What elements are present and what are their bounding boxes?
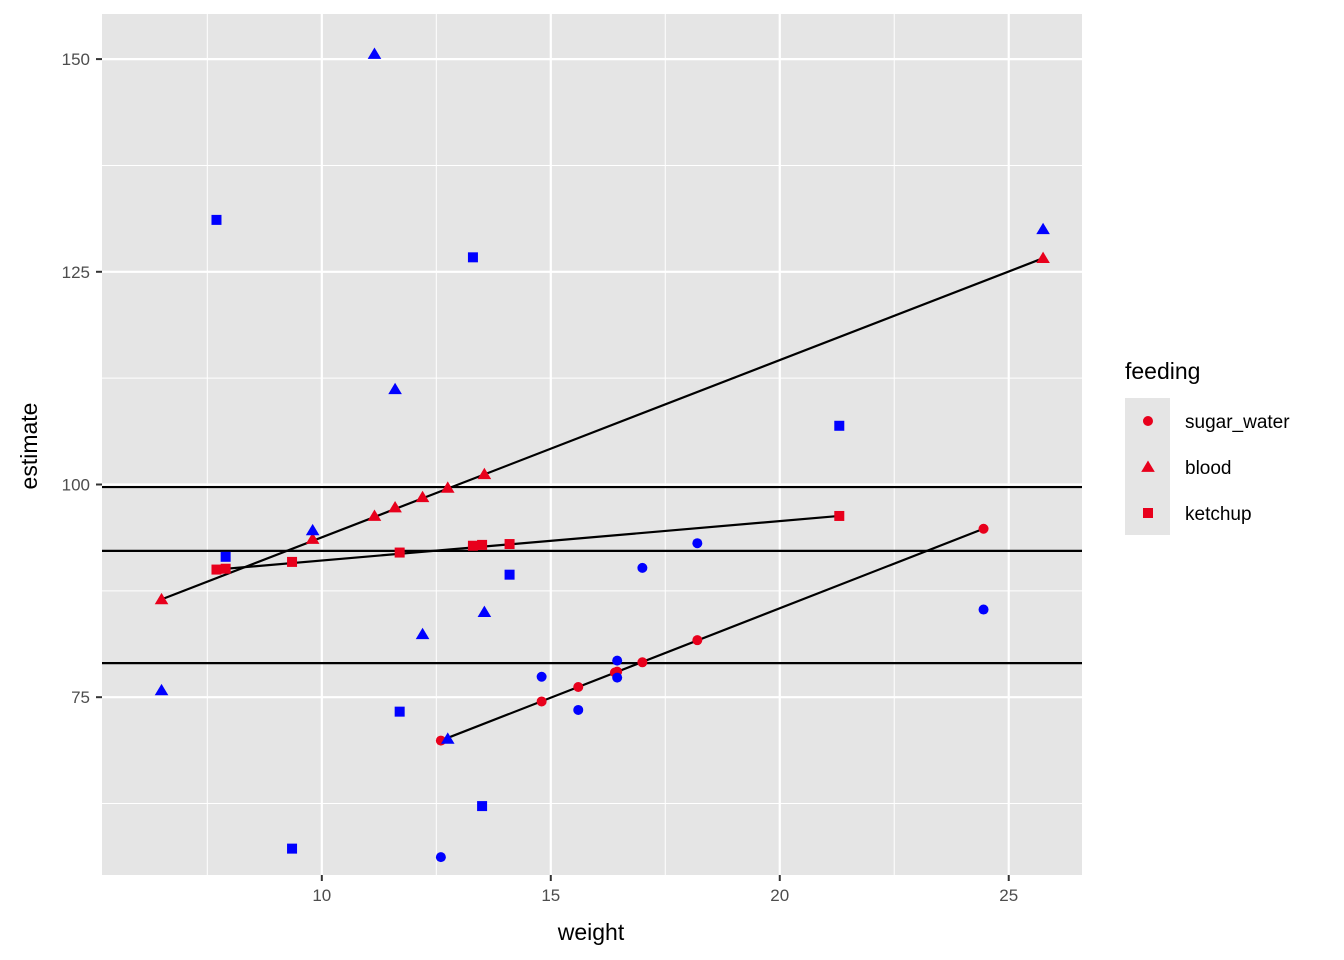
- x-axis: 10 15 20 25: [312, 875, 1018, 905]
- point-fitted-ketchup: [834, 510, 845, 521]
- point-observed-ketchup: [477, 801, 488, 812]
- point-observed-sugar-water: [978, 604, 989, 615]
- point-observed-blood: [305, 523, 320, 536]
- point-observed-blood: [367, 47, 382, 59]
- point-fitted-blood: [367, 509, 382, 521]
- point-fitted-ketchup: [211, 564, 222, 575]
- point-observed-ketchup: [504, 569, 515, 580]
- y-tick-label: 125: [62, 263, 90, 282]
- y-axis: 75 100 125 150: [62, 50, 102, 707]
- point-observed-blood: [415, 627, 430, 640]
- point-fitted-sugar-water: [692, 635, 703, 646]
- x-tick-label: 20: [770, 886, 789, 905]
- point-observed-ketchup: [394, 706, 405, 717]
- point-fitted-ketchup: [467, 540, 478, 551]
- legend-title: feeding: [1125, 358, 1200, 384]
- point-fitted-sugar-water: [637, 657, 648, 668]
- point-observed-blood: [1036, 222, 1050, 235]
- point-fitted-sugar-water: [536, 696, 547, 707]
- point-observed-ketchup: [467, 252, 478, 263]
- point-observed-sugar-water: [573, 704, 584, 715]
- point-observed-sugar-water: [692, 538, 703, 549]
- point-fitted-blood: [305, 532, 320, 544]
- x-tick-label: 15: [541, 886, 560, 905]
- legend-key-ketchup: [1143, 508, 1153, 518]
- legend-key-sugar-water: [1143, 416, 1153, 426]
- plot-panel: [102, 14, 1082, 875]
- fit-line-sugar-water: [440, 527, 984, 742]
- point-fitted-blood: [154, 592, 169, 605]
- point-fitted-blood: [388, 500, 402, 513]
- point-fitted-blood: [440, 481, 455, 493]
- y-tick-label: 75: [71, 688, 90, 707]
- point-observed-blood: [440, 732, 455, 744]
- point-observed-blood: [388, 382, 402, 395]
- point-observed-ketchup: [211, 214, 222, 225]
- legend-label-ketchup: ketchup: [1185, 504, 1252, 525]
- point-fitted-blood: [1036, 251, 1050, 264]
- legend-label-sugar-water: sugar_water: [1185, 412, 1290, 433]
- point-fitted-ketchup: [394, 547, 405, 558]
- point-fitted-blood: [415, 490, 430, 503]
- x-axis-title: weight: [557, 919, 625, 945]
- point-fitted-ketchup: [220, 563, 231, 574]
- point-fitted-ketchup: [287, 556, 298, 567]
- y-axis-title: estimate: [16, 403, 42, 490]
- x-tick-label: 25: [999, 886, 1018, 905]
- point-observed-sugar-water: [612, 672, 623, 683]
- point-observed-sugar-water: [612, 655, 623, 666]
- legend-key-blood: [1141, 460, 1155, 472]
- point-observed-ketchup: [834, 420, 845, 431]
- y-tick-label: 150: [62, 50, 90, 69]
- point-observed-sugar-water: [536, 671, 547, 682]
- point-fitted-sugar-water: [978, 523, 989, 534]
- data-points: [154, 47, 1050, 863]
- point-fitted-ketchup: [504, 539, 515, 550]
- reference-lines: [102, 485, 1082, 665]
- point-observed-sugar-water: [637, 562, 648, 573]
- y-tick-label: 100: [62, 475, 90, 494]
- legend: feeding sugar_water blood ketchup: [1125, 358, 1290, 535]
- point-observed-ketchup: [220, 551, 231, 562]
- x-tick-label: 10: [312, 886, 331, 905]
- legend-label-blood: blood: [1185, 458, 1232, 479]
- point-observed-ketchup: [287, 843, 298, 854]
- point-fitted-ketchup: [477, 539, 488, 550]
- point-observed-blood: [154, 683, 169, 696]
- fit-line-ketchup: [216, 514, 840, 571]
- point-observed-blood: [477, 605, 492, 617]
- point-fitted-sugar-water: [573, 681, 584, 692]
- point-fitted-blood: [477, 467, 492, 480]
- point-observed-sugar-water: [435, 852, 446, 863]
- major-gridlines: [102, 14, 1082, 875]
- minor-gridlines: [102, 14, 1082, 875]
